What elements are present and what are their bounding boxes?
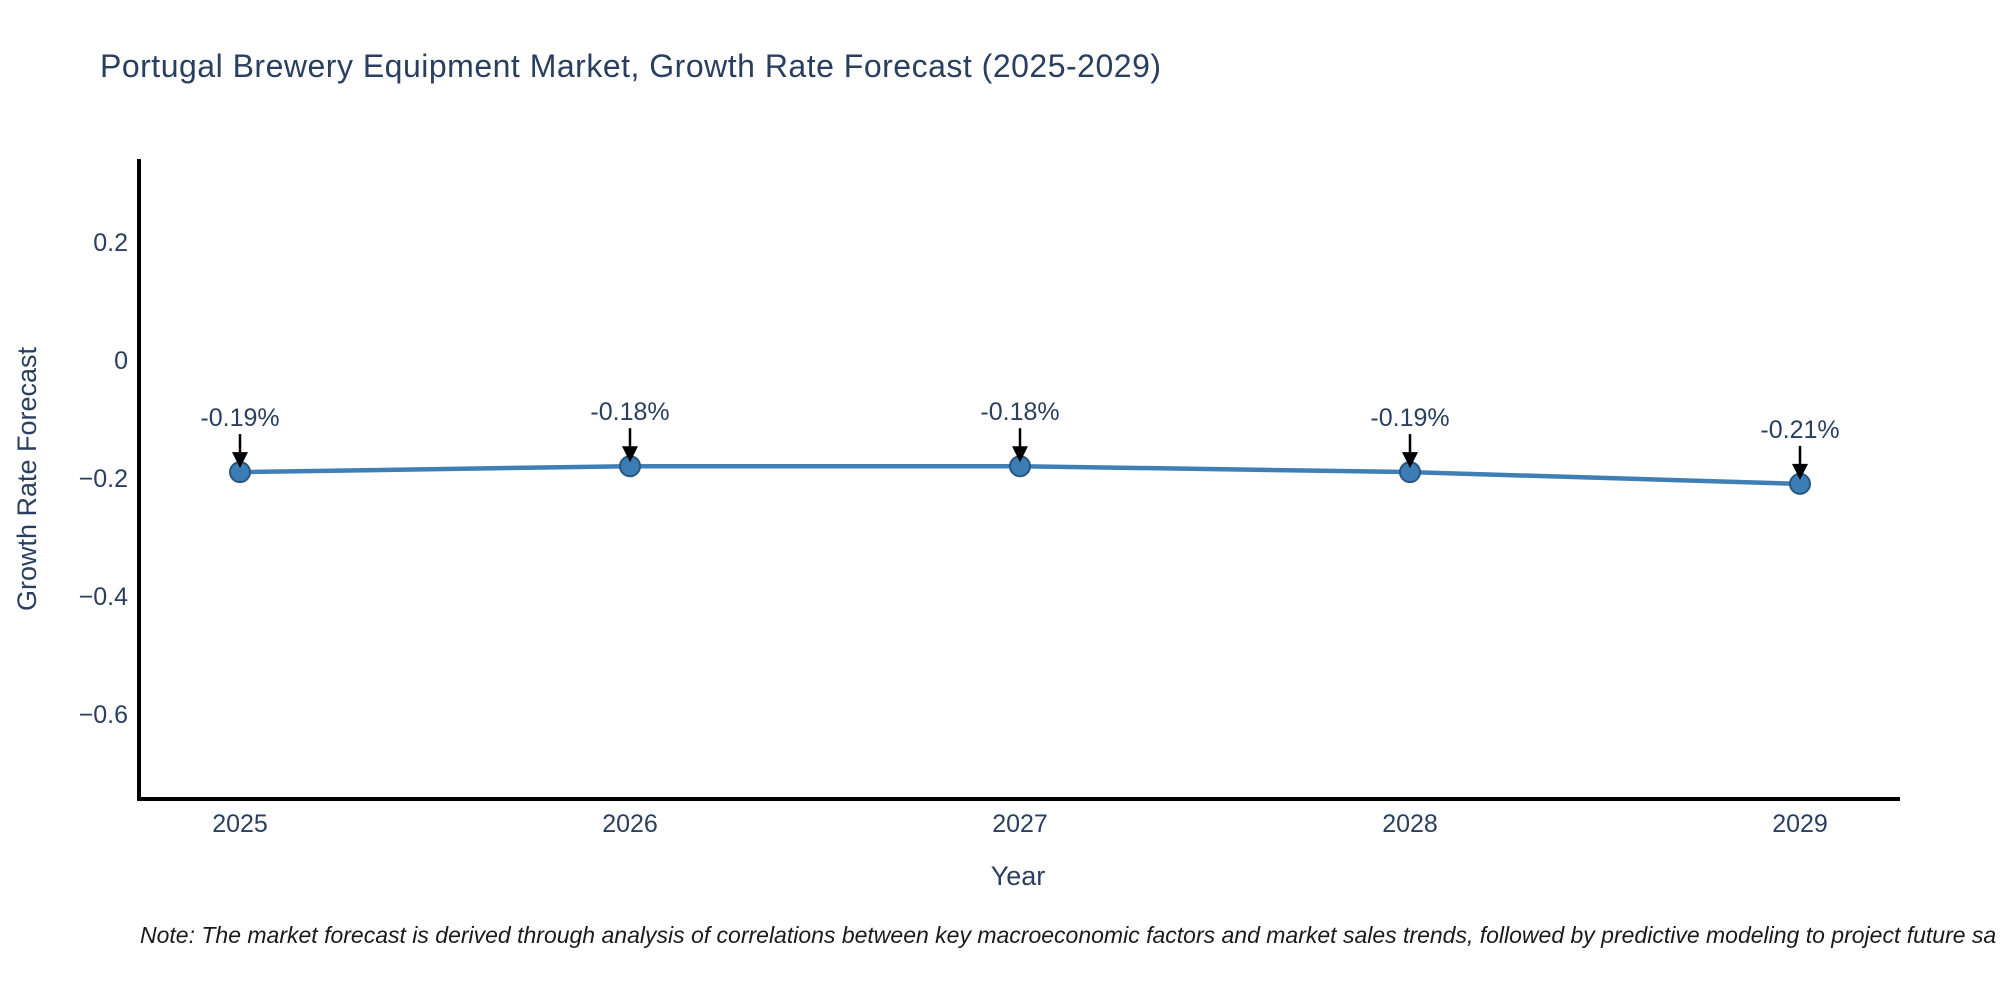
x-axis-title: Year xyxy=(990,861,1046,891)
y-axis-title: Growth Rate Forecast xyxy=(12,346,42,612)
point-annotation-label: -0.19% xyxy=(200,404,279,432)
footnote: Note: The market forecast is derived thr… xyxy=(140,922,1997,948)
y-tick-label: −0.4 xyxy=(79,583,128,611)
series-group xyxy=(229,455,1811,495)
y-tick-label: −0.2 xyxy=(79,465,128,493)
x-tick-label: 2027 xyxy=(992,810,1048,838)
y-tick-labels: 0.2 0 −0.2 −0.4 −0.6 xyxy=(79,229,128,729)
chart-title: Portugal Brewery Equipment Market, Growt… xyxy=(100,48,1162,84)
x-tick-label: 2026 xyxy=(602,810,658,838)
x-tick-label: 2025 xyxy=(212,810,268,838)
x-tick-label: 2029 xyxy=(1772,810,1828,838)
point-annotation-label: -0.18% xyxy=(590,398,669,426)
annotation-arrowhead-icon xyxy=(622,446,638,463)
y-tick-label: −0.6 xyxy=(79,701,128,729)
annotations-group: -0.19% -0.18% -0.18% -0.19% -0.21% xyxy=(200,398,1840,480)
point-annotation-label: -0.21% xyxy=(1760,416,1839,444)
x-tick-labels: 2025 2026 2027 2028 2029 xyxy=(212,810,1828,838)
annotation-arrowhead-icon xyxy=(232,452,248,469)
y-tick-label: 0.2 xyxy=(93,229,128,257)
point-annotation-label: -0.19% xyxy=(1370,404,1449,432)
annotation-arrowhead-icon xyxy=(1012,446,1028,463)
annotation-arrowhead-icon xyxy=(1792,463,1808,480)
annotation-arrowhead-icon xyxy=(1402,452,1418,469)
point-annotation-label: -0.18% xyxy=(980,398,1059,426)
x-tick-label: 2028 xyxy=(1382,810,1438,838)
y-tick-label: 0 xyxy=(114,347,128,375)
